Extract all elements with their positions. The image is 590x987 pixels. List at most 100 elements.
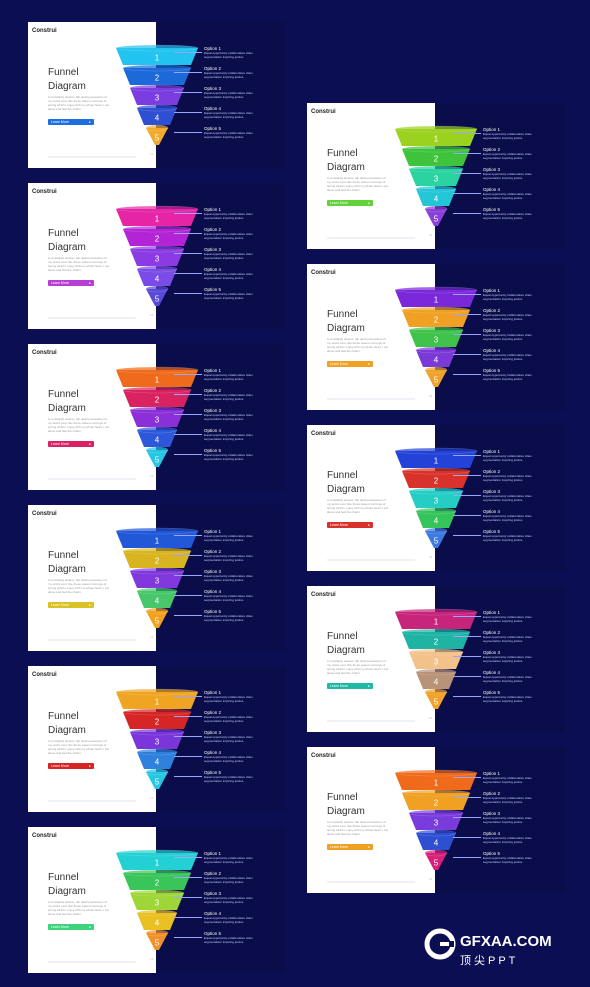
option-title: Option 3 bbox=[204, 408, 222, 413]
option-item: Option 3 Equal opportunity collaborative … bbox=[453, 650, 543, 663]
connector-line bbox=[174, 253, 202, 254]
title-line-1: Funnel bbox=[48, 550, 79, 561]
option-item: Option 1 Equal opportunity collaborative … bbox=[174, 851, 264, 864]
slide-thumbnail[interactable]: Construi Funnel Diagram A constantly elusiv… bbox=[28, 827, 286, 973]
option-description: Equal opportunity collaborative cities s… bbox=[204, 775, 253, 783]
learn-more-button[interactable]: Learn More ▸ bbox=[48, 924, 94, 930]
funnel-tier: 3 bbox=[408, 809, 464, 830]
funnel-tier: 1 bbox=[115, 849, 199, 870]
title-line-1: Funnel bbox=[327, 792, 358, 803]
connector-line bbox=[174, 937, 202, 938]
connector-line bbox=[174, 756, 202, 757]
funnel-tier: 5 bbox=[424, 849, 448, 870]
option-title: Option 2 bbox=[204, 227, 222, 232]
option-title: Option 1 bbox=[483, 449, 501, 454]
tier-number: 1 bbox=[155, 54, 160, 63]
option-description: Equal opportunity collaborative cities s… bbox=[483, 695, 532, 703]
connector-line bbox=[174, 112, 202, 113]
funnel-tier: 2 bbox=[122, 547, 192, 568]
learn-more-button[interactable]: Learn More ▸ bbox=[48, 119, 94, 125]
slide-footer-bar bbox=[327, 720, 415, 722]
tier-number: 2 bbox=[155, 235, 160, 244]
option-item: Option 1 Equal opportunity collaborative … bbox=[453, 771, 543, 784]
option-item: Option 2 Equal opportunity collaborative … bbox=[174, 227, 264, 240]
option-title: Option 3 bbox=[483, 489, 501, 494]
connector-line bbox=[453, 354, 481, 355]
slide-thumbnail[interactable]: Construi Funnel Diagram A constantly elusiv… bbox=[307, 586, 565, 732]
slide-thumbnail[interactable]: Construi Funnel Diagram A constantly elusiv… bbox=[28, 183, 286, 329]
option-title: Option 2 bbox=[204, 549, 222, 554]
option-item: Option 2 Equal opportunity collaborative … bbox=[453, 308, 543, 321]
title-line-2: Diagram bbox=[327, 323, 365, 334]
tier-number: 2 bbox=[155, 396, 160, 405]
funnel-tier: 3 bbox=[129, 84, 185, 105]
tier-number: 2 bbox=[155, 879, 160, 888]
connector-line bbox=[453, 636, 481, 637]
slide-footer-bar bbox=[327, 237, 415, 239]
connector-line bbox=[453, 193, 481, 194]
slide-thumbnail[interactable]: Construi Funnel Diagram A constantly elusiv… bbox=[307, 425, 565, 571]
connector-line bbox=[174, 736, 202, 737]
funnel-tier: 5 bbox=[424, 205, 448, 226]
option-title: Option 1 bbox=[483, 127, 501, 132]
funnel-tier: 5 bbox=[145, 124, 169, 145]
connector-line bbox=[453, 495, 481, 496]
option-title: Option 2 bbox=[483, 630, 501, 635]
funnel-tier: 5 bbox=[145, 768, 169, 789]
connector-line bbox=[174, 72, 202, 73]
option-description: Equal opportunity collaborative cities s… bbox=[204, 232, 253, 240]
connector-line bbox=[453, 314, 481, 315]
watermark-brand: GFXAA.COM bbox=[460, 933, 552, 950]
slide-thumbnail[interactable]: Construi Funnel Diagram A constantly elusiv… bbox=[307, 103, 565, 249]
learn-more-button[interactable]: Learn More ▸ bbox=[327, 522, 373, 528]
option-item: Option 4 Equal opportunity collaborative … bbox=[453, 187, 543, 200]
slide-title: Funnel Diagram bbox=[48, 871, 86, 899]
option-description: Equal opportunity collaborative cities s… bbox=[204, 715, 253, 723]
title-line-1: Funnel bbox=[327, 148, 358, 159]
learn-more-button[interactable]: Learn More ▸ bbox=[327, 683, 373, 689]
learn-more-button[interactable]: Learn More ▸ bbox=[327, 844, 373, 850]
option-title: Option 2 bbox=[204, 710, 222, 715]
slide-thumbnail[interactable]: Construi Funnel Diagram A constantly elusiv… bbox=[28, 666, 286, 812]
learn-more-button[interactable]: Learn More ▸ bbox=[48, 763, 94, 769]
option-title: Option 1 bbox=[204, 368, 222, 373]
tier-number: 4 bbox=[155, 758, 160, 767]
page-number: 12 bbox=[150, 796, 154, 800]
option-title: Option 5 bbox=[204, 931, 222, 936]
title-line-2: Diagram bbox=[48, 242, 86, 253]
funnel-tier: 3 bbox=[408, 165, 464, 186]
slide-thumbnail[interactable]: Construi Funnel Diagram A constantly elusiv… bbox=[28, 505, 286, 651]
option-item: Option 1 Equal opportunity collaborative … bbox=[174, 690, 264, 703]
slide-thumbnail[interactable]: Construi Funnel Diagram A constantly elusiv… bbox=[307, 264, 565, 410]
option-description: Equal opportunity collaborative cities s… bbox=[204, 534, 253, 542]
brand-name: Construi bbox=[311, 109, 336, 115]
connector-line bbox=[174, 414, 202, 415]
learn-more-button[interactable]: Learn More ▸ bbox=[48, 602, 94, 608]
learn-more-button[interactable]: Learn More ▸ bbox=[327, 361, 373, 367]
tier-number: 5 bbox=[155, 939, 160, 948]
learn-more-label: Learn More bbox=[330, 845, 348, 849]
learn-more-button[interactable]: Learn More ▸ bbox=[48, 441, 94, 447]
page-number: 12 bbox=[429, 716, 433, 720]
connector-line bbox=[453, 817, 481, 818]
title-line-2: Diagram bbox=[327, 645, 365, 656]
slide-thumbnail[interactable]: Construi Funnel Diagram A constantly elusiv… bbox=[28, 344, 286, 490]
slide-thumbnail[interactable]: Construi Funnel Diagram A constantly elusiv… bbox=[28, 22, 286, 168]
learn-more-button[interactable]: Learn More ▸ bbox=[327, 200, 373, 206]
slide-title: Funnel Diagram bbox=[48, 549, 86, 577]
option-item: Option 3 Equal opportunity collaborative … bbox=[174, 569, 264, 582]
slide-title: Funnel Diagram bbox=[48, 227, 86, 255]
funnel-tier: 5 bbox=[424, 688, 448, 709]
option-description: Equal opportunity collaborative cities s… bbox=[483, 454, 532, 462]
option-item: Option 4 Equal opportunity collaborative … bbox=[174, 428, 264, 441]
brand-name: Construi bbox=[311, 592, 336, 598]
option-title: Option 4 bbox=[483, 187, 501, 192]
option-title: Option 2 bbox=[483, 147, 501, 152]
learn-more-button[interactable]: Learn More ▸ bbox=[48, 280, 94, 286]
slide-thumbnail[interactable]: Construi Funnel Diagram A constantly elusiv… bbox=[307, 747, 565, 893]
slide-title: Funnel Diagram bbox=[327, 308, 365, 336]
funnel-tier: 2 bbox=[122, 386, 192, 407]
brand-name: Construi bbox=[311, 431, 336, 437]
tier-number: 1 bbox=[155, 859, 160, 868]
option-title: Option 1 bbox=[483, 288, 501, 293]
